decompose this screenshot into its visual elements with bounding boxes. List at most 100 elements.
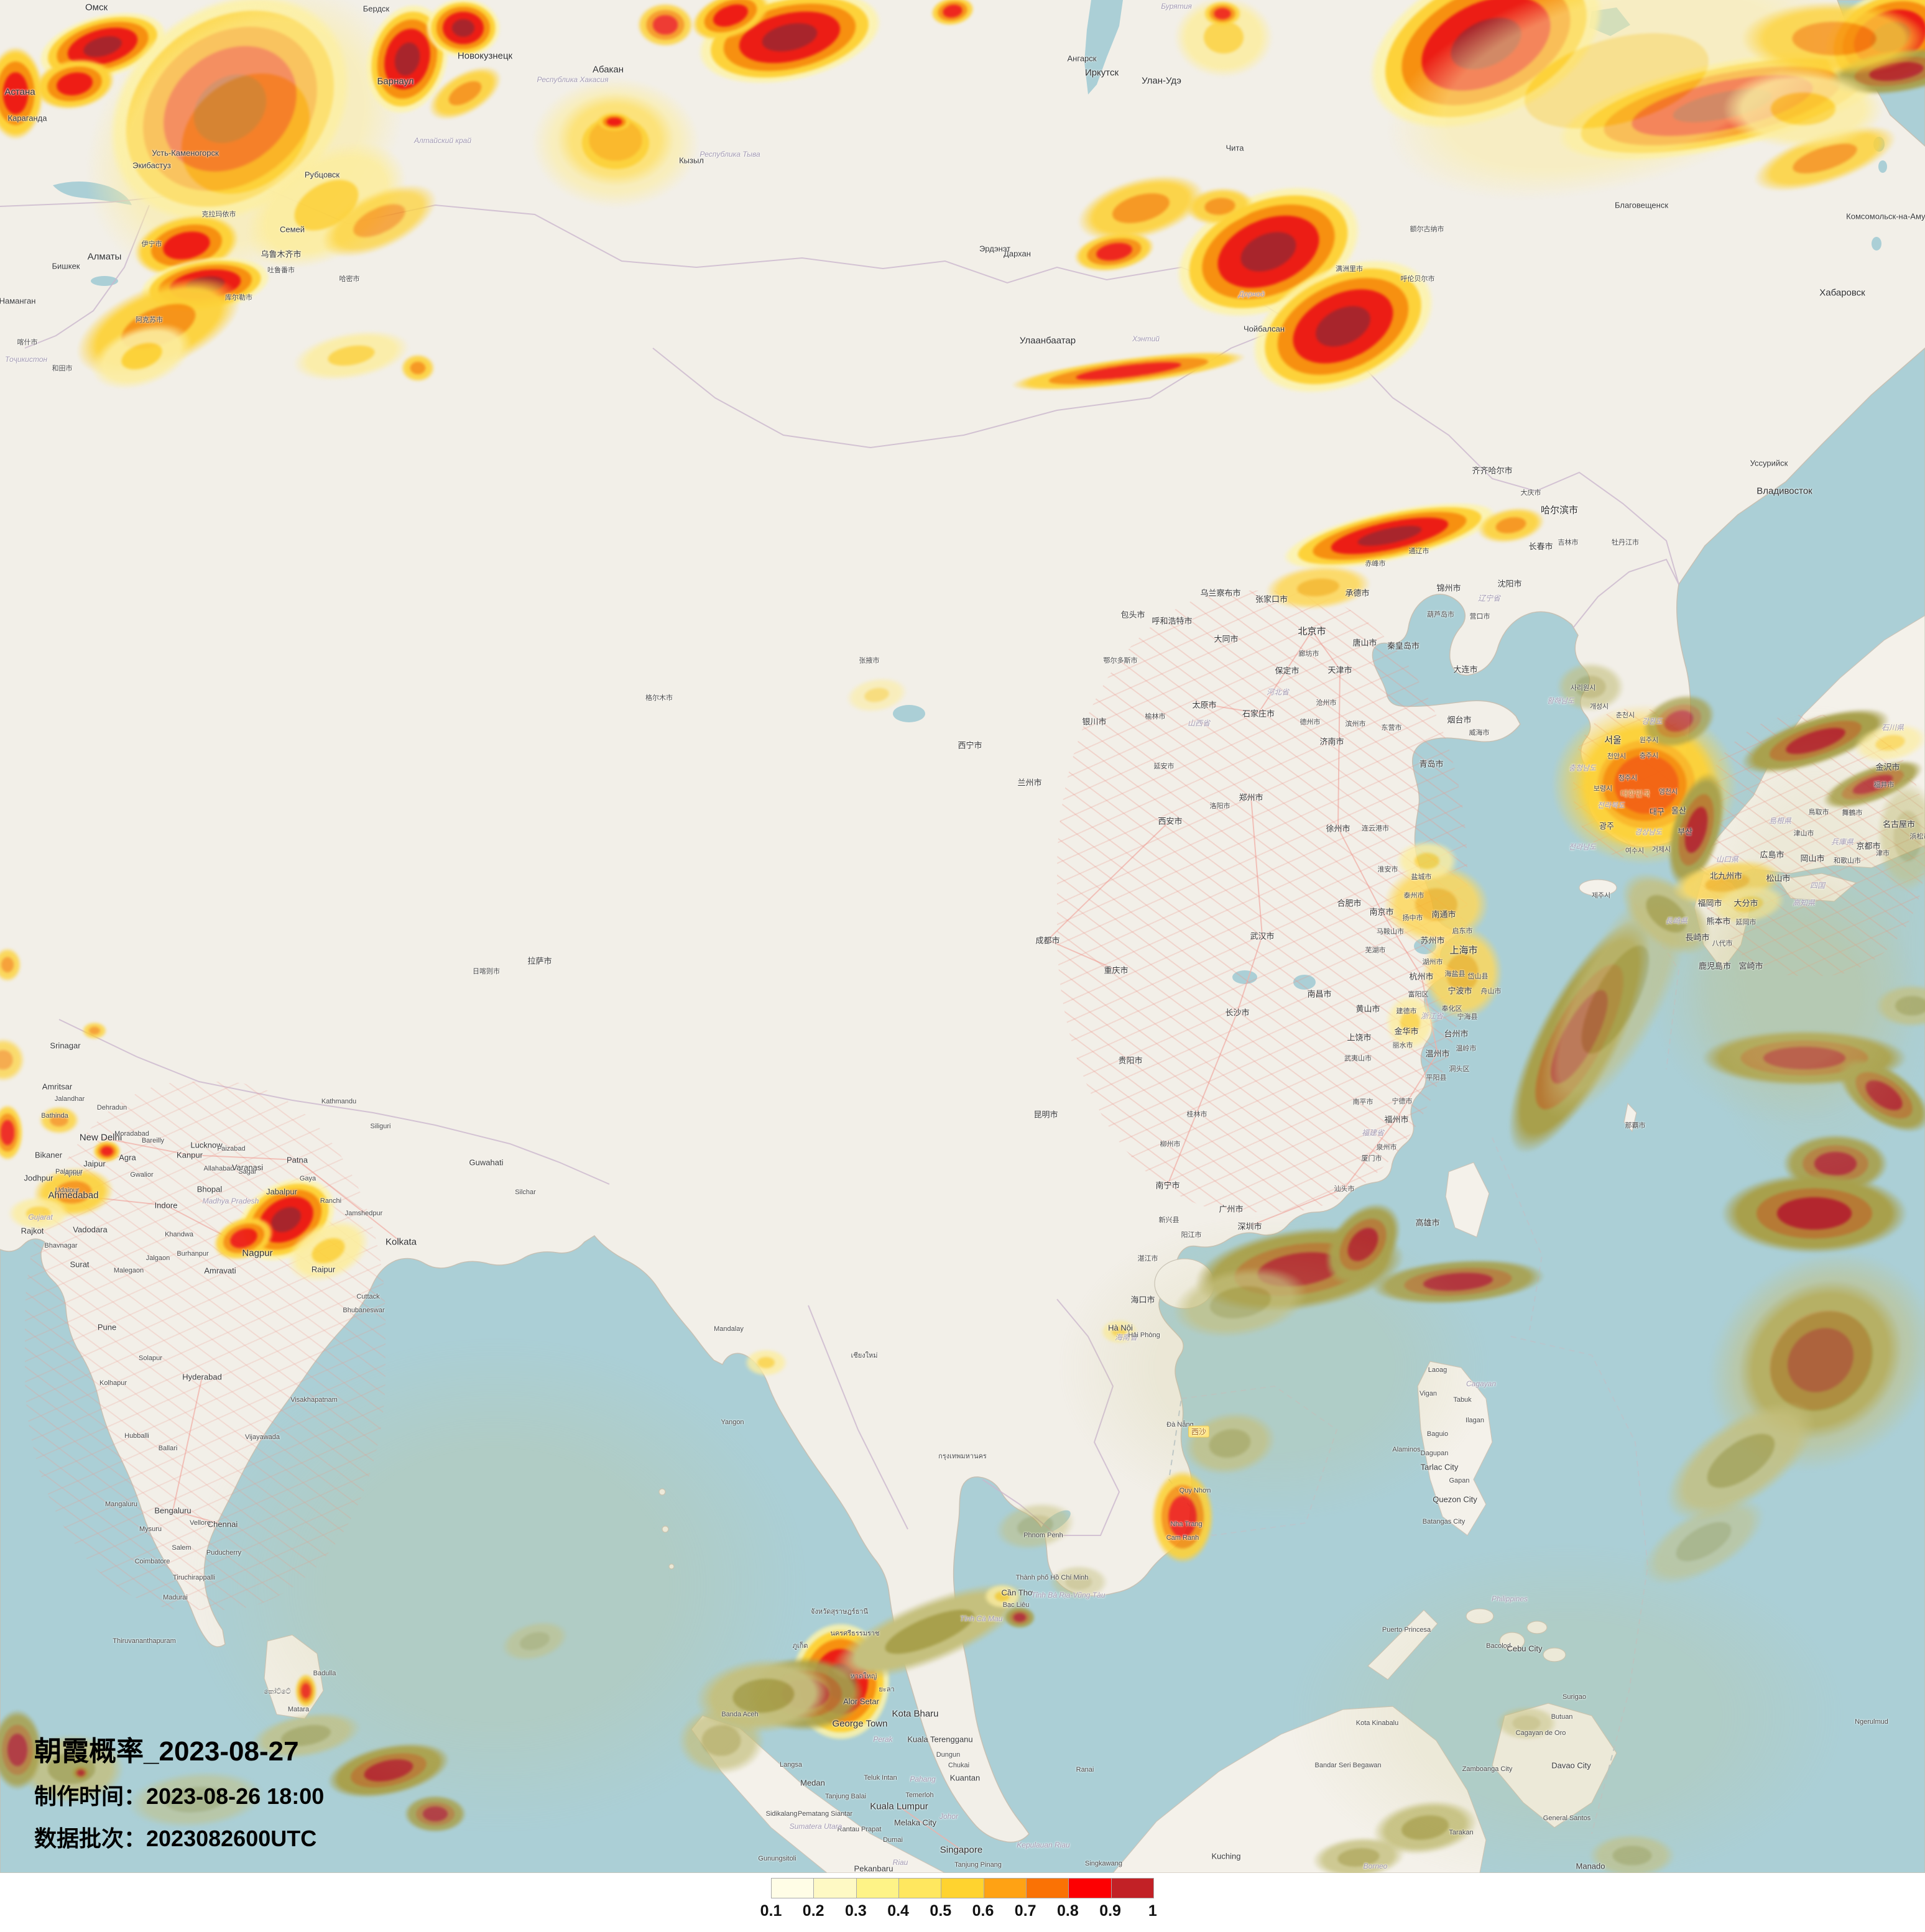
map-label: Varanasi [231,1162,264,1172]
map-label: 鄂尔多斯市 [1103,657,1138,665]
map-label: Bhavnagar [44,1242,78,1249]
heat-region [426,0,501,58]
map-label: Pematang Siantar [797,1810,853,1818]
map-label: 浜松市 [1909,833,1925,840]
map-label: Ranai [1076,1766,1094,1773]
map-label: Республика Тыва [699,150,760,159]
map-label: Cagayan [1466,1379,1497,1388]
legend-value: 0.8 [1057,1902,1079,1920]
map-label: 齐齐哈尔市 [1472,466,1513,476]
probability-legend: 0.1 0.2 0.3 0.4 0.5 0.6 0.7 0.8 0.9 1 [760,1878,1157,1923]
map-title: 朝霞概率_2023-08-27 [34,1738,324,1765]
map-label: Tarlac City [1420,1462,1459,1472]
map-label: Matara [287,1706,310,1713]
map-label: 강원도 [1641,717,1663,726]
map-label: 北京市 [1298,626,1326,637]
map-label: 島根県 [1768,816,1792,826]
map-label: 사리원시 [1570,684,1596,692]
map-label: 西沙 [1188,1425,1210,1438]
map-label: 熊本市 [1706,916,1731,926]
map-label: เชียงใหม่ [851,1352,878,1359]
map-label: Бурятия [1161,2,1192,11]
map-label: Абакан [592,64,624,75]
map-label: 阳江市 [1181,1231,1202,1239]
map-label: 兵庫県 [1830,837,1854,847]
map-label: 舟山市 [1480,988,1502,995]
legend-swatch [856,1879,899,1898]
map-label: 石家庄市 [1242,709,1275,719]
map-label: Jabalpur [266,1187,297,1197]
map-label: 深圳市 [1237,1221,1262,1231]
map-label: Dungun [936,1751,961,1759]
map-label: 克拉玛依市 [201,211,236,218]
map-label: 格尔木市 [645,694,673,702]
map-label: Allahabad [203,1165,234,1172]
map-label: Бишкек [52,261,80,271]
map-label: Manado [1576,1861,1605,1871]
map-label: Badulla [313,1670,336,1677]
map-label: Алтайский край [413,136,472,145]
map-label: Thành phố Hồ Chí Minh [1015,1574,1089,1581]
map-label: 武夷山市 [1344,1055,1372,1062]
map-label: Amritsar [42,1082,73,1092]
map-label: Улан-Удэ [1142,75,1181,86]
legend-swatch [1111,1879,1153,1898]
map-label: Baguio [1426,1430,1449,1438]
heat-region [404,1795,466,1833]
legend-swatch [1069,1879,1112,1898]
map-label: Чойбалсан [1243,324,1285,334]
map-label: 淮安市 [1377,866,1398,873]
map-label: 南昌市 [1307,989,1332,999]
map-label: Johor [939,1812,959,1821]
map-label: 丽水市 [1392,1042,1413,1049]
map-label: Bhopal [196,1184,223,1194]
map-label: Siliguri [370,1123,391,1130]
map-label: 汕头市 [1334,1185,1355,1193]
map-label: 宁德市 [1392,1098,1413,1105]
heat-region [93,1141,121,1162]
map-label: 高雄市 [1415,1218,1440,1228]
legend-swatch [814,1879,857,1898]
heat-region [0,1038,25,1082]
map-label: 温岭市 [1456,1045,1477,1052]
map-label: 长春市 [1528,541,1553,551]
map-label: Chukai [948,1762,970,1769]
map-label: 柳州市 [1160,1141,1181,1148]
map-label: Indore [154,1200,178,1210]
map-label: Tanjung Pinang [954,1861,1002,1869]
map-label: Владивосток [1757,485,1812,497]
map-label: Дархан [1004,249,1031,259]
map-label: 南宁市 [1155,1180,1180,1190]
map-label: 京都市 [1856,841,1881,851]
map-label: 日喀则市 [473,968,500,975]
map-label: 平阳县 [1426,1074,1447,1082]
map-label: 武汉市 [1250,931,1275,941]
map-label: 秦皇岛市 [1387,641,1420,651]
map-label: Visakhapatnam [290,1396,338,1404]
map-label: Gujarat [28,1213,53,1221]
map-label: 石川県 [1881,723,1904,732]
map-label: Melaka City [894,1818,936,1828]
map-label: Cagayan de Oro [1515,1729,1566,1737]
map-label: 제주시 [1591,892,1611,899]
map-label: Kolhapur [99,1379,127,1387]
map-label: Ngerulmud [1855,1718,1888,1726]
map-label: 赤峰市 [1365,560,1386,568]
map-label: 四国 [1809,881,1826,890]
map-label: New Delhi [79,1132,122,1143]
map-label: 呼伦贝尔市 [1400,275,1435,283]
map-label: 盐城市 [1411,873,1432,881]
map-label: Zamboanga City [1462,1765,1513,1773]
map-label: Dehradun [96,1104,127,1111]
legend-value: 0.2 [802,1902,824,1920]
map-label: Kuala Lumpur [870,1801,928,1812]
map-label: Faizabad [217,1145,246,1152]
map-label: Nha Trang [1170,1520,1203,1528]
map-title-overlay: 朝霞概率_2023-08-27 制作时间：2023-08-26 18:00 数据… [34,1738,324,1851]
map-label: 전라남도 [1568,842,1597,852]
map-label: 大同市 [1214,634,1239,644]
map-label: Singkawang [1085,1860,1122,1867]
map-label: Чита [1226,143,1244,153]
map-label: 福州市 [1384,1115,1409,1125]
map-label: ภูเก็ต [792,1642,808,1650]
